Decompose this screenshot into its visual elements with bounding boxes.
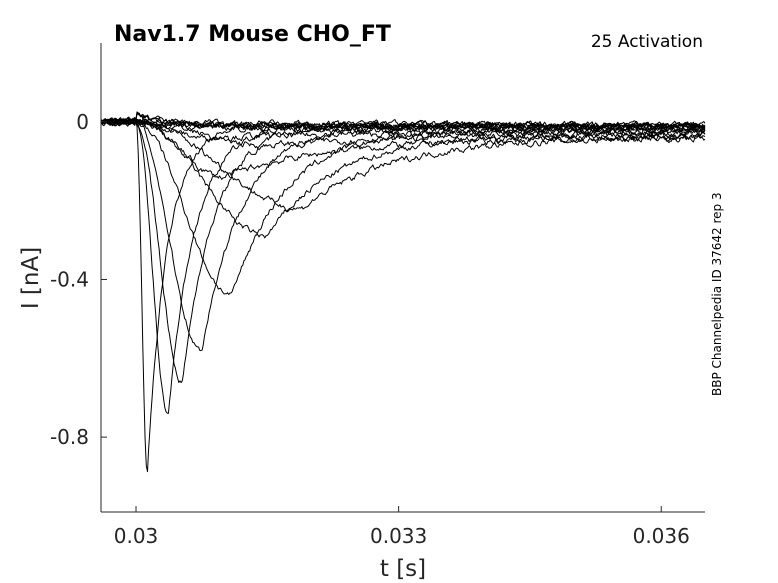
chart-title: Nav1.7 Mouse CHO_FT	[114, 22, 391, 47]
y-axis-label: I [nA]	[18, 247, 44, 309]
x-ticks: 0.03 0.033 0.036	[114, 506, 690, 548]
side-label: BBP Channelpedia ID 37642 rep 3	[710, 192, 724, 396]
x-tick-label: 0.036	[633, 524, 690, 548]
current-trace-8	[100, 118, 706, 151]
y-tick-label: -0.8	[50, 425, 89, 449]
trace-group	[100, 111, 706, 473]
y-ticks: 0 -0.4 -0.8	[50, 110, 107, 449]
y-tick-label: 0	[76, 110, 89, 134]
x-tick-label: 0.03	[114, 524, 159, 548]
current-trace-7	[100, 119, 706, 143]
current-trace-16	[100, 118, 706, 473]
current-trace-12	[100, 117, 706, 295]
current-trace-11	[100, 116, 706, 239]
x-axis-label: t [s]	[380, 556, 426, 582]
x-tick-label: 0.033	[370, 524, 427, 548]
y-tick-label: -0.4	[50, 267, 89, 291]
protocol-annotation: 25 Activation	[591, 32, 703, 52]
